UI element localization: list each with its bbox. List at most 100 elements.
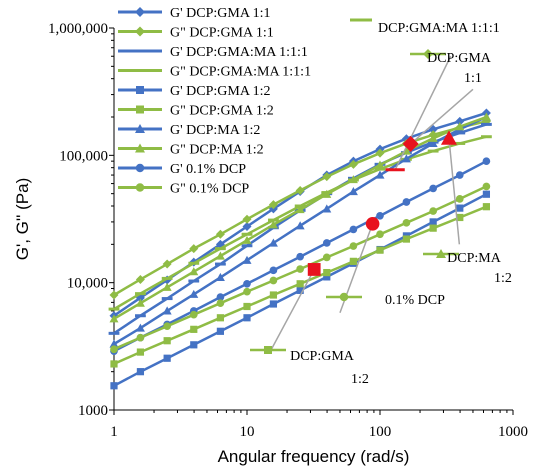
annotation-text: 1:1 [464, 71, 482, 86]
data-point [482, 190, 491, 198]
legend-label: G" DCP:GMA:MA 1:1:1 [170, 65, 311, 80]
data-point [243, 287, 251, 296]
data-point [190, 325, 198, 333]
legend-marker [135, 124, 145, 133]
annotation-text: DCP:GMA [290, 349, 355, 364]
data-point [482, 182, 491, 191]
data-point [296, 265, 304, 273]
data-point [349, 225, 358, 234]
y-tick-label: 1,000,000 [48, 21, 108, 37]
legend-item: G' 0.1% DCP [118, 162, 246, 177]
data-point [269, 300, 278, 308]
annotation-gma11: DCP:GMA 1:1 [410, 49, 492, 145]
annotation-text: DCP:GMA:MA 1:1:1 [378, 21, 500, 36]
data-point [402, 219, 411, 227]
data-point [323, 273, 331, 281]
data-point [429, 224, 437, 232]
legend-item: G" DCP:GMA 1:2 [118, 104, 274, 119]
legend-sample-marker [339, 292, 349, 302]
data-point [216, 327, 225, 335]
annotation-text: 1:2 [351, 372, 369, 387]
data-point [322, 239, 331, 247]
leader-line [410, 88, 474, 145]
data-point [216, 314, 225, 322]
legend-label: G' DCP:MA 1:2 [170, 123, 260, 138]
data-point [135, 274, 145, 284]
legend-item: G' DCP:MA 1:2 [118, 123, 260, 138]
data-point [455, 195, 464, 203]
legend-label: G' 0.1% DCP [170, 162, 246, 177]
legend-item: G" 0.1% DCP [118, 182, 249, 197]
legend-marker [136, 86, 144, 94]
data-point [110, 360, 118, 368]
leader-line [394, 55, 452, 171]
legend-marker [135, 7, 145, 17]
legend-sample-marker [423, 49, 433, 59]
series-7 [109, 112, 491, 323]
series-9 [110, 182, 491, 354]
data-point [189, 289, 199, 298]
data-point [243, 314, 251, 322]
data-point [243, 302, 251, 311]
data-point [348, 159, 358, 169]
data-point [375, 170, 385, 179]
data-point [243, 279, 251, 288]
data-point [375, 160, 385, 169]
annotation-ma12: DCP:MA 1:2 [423, 138, 512, 286]
data-point [215, 229, 225, 239]
data-point [376, 230, 384, 239]
legend-label: G' DCP:GMA:MA 1:1:1 [170, 45, 308, 60]
data-point [295, 185, 305, 195]
highlight-layer [307, 130, 457, 276]
y-tick-labels: 1000 10,000 100,000 1,000,000 [48, 21, 108, 419]
data-point [349, 257, 358, 265]
x-tick-labels: 1 10 100 1000 [110, 424, 528, 440]
data-point [136, 368, 145, 376]
data-point [296, 286, 304, 294]
x-tick-label: 1000 [498, 424, 528, 440]
data-point [268, 238, 278, 247]
y-tick-label: 1000 [78, 403, 108, 419]
data-point [348, 175, 358, 184]
data-point [136, 333, 145, 342]
annotation-layer: DCP:GMA:MA 1:1:1 DCP:GMA 1:1 DCP:MA 1:2 0.1% … [250, 18, 512, 387]
highlight-square [307, 263, 321, 276]
data-point [268, 220, 278, 229]
data-point [215, 251, 225, 260]
data-point [402, 198, 411, 206]
x-tick-label: 1 [110, 424, 118, 440]
data-point [456, 213, 464, 222]
highlight-triangle [440, 130, 457, 145]
data-point [189, 267, 199, 276]
legend-marker [135, 26, 145, 37]
data-point [110, 382, 118, 390]
legend-sample-marker [436, 249, 446, 258]
legend-marker [136, 105, 144, 114]
legend-label: G" 0.1% DCP [170, 182, 249, 197]
data-point [455, 122, 465, 131]
data-point [429, 207, 437, 215]
data-point [162, 306, 172, 315]
data-point [163, 354, 171, 362]
data-point [269, 291, 278, 299]
legend-item: G" DCP:GMA:MA 1:1:1 [118, 65, 311, 80]
data-point [375, 148, 385, 158]
data-point [376, 211, 384, 220]
data-point [269, 266, 278, 275]
data-point [322, 189, 332, 198]
data-point [348, 186, 358, 196]
y-axis-title: G', G'' (Pa) [13, 178, 32, 260]
data-point [109, 314, 119, 323]
data-point [295, 205, 305, 214]
data-point [401, 154, 411, 163]
data-point [323, 268, 331, 277]
series-5 [110, 203, 491, 368]
data-point [268, 200, 278, 210]
data-point [429, 184, 437, 193]
data-point [110, 345, 118, 354]
legend-marker [135, 183, 145, 192]
data-point [296, 280, 304, 288]
highlight-circle [365, 216, 380, 231]
data-point [242, 214, 252, 224]
legend-label: G" DCP:GMA 1:1 [170, 26, 274, 41]
